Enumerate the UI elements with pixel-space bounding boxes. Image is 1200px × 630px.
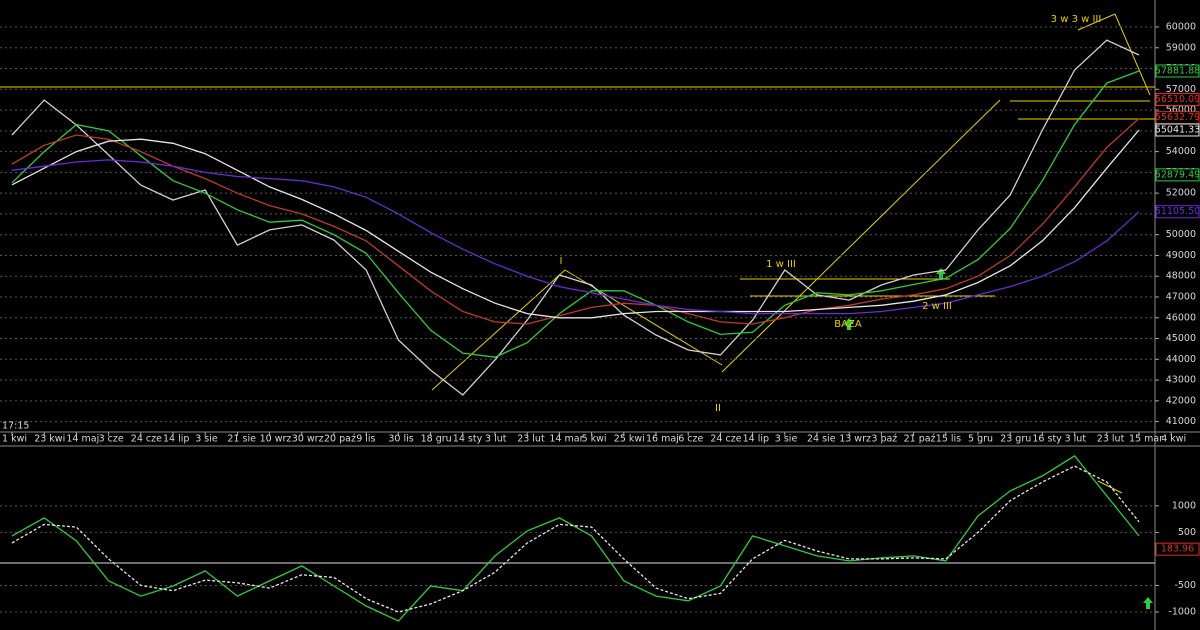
x-tick-label: 10 wrz (260, 434, 292, 445)
annotation: I (560, 256, 563, 267)
x-tick-label: 24 cze (131, 434, 162, 445)
x-tick-label: 3 lut (485, 434, 507, 445)
y-tick-label: -500 (1174, 580, 1196, 591)
series-line (11, 455, 1140, 622)
time-label: 17:15 (2, 421, 29, 432)
value-box (1155, 542, 1200, 556)
x-tick-label: 9 lis (356, 434, 375, 445)
x-tick-label: 15 mar (1129, 434, 1163, 445)
x-tick-label: 16 sty (1032, 434, 1062, 445)
y-tick-label: 1000 (1172, 500, 1196, 511)
x-tick-label: 5 kwi (582, 434, 607, 445)
x-tick-label: 3 cze (99, 434, 124, 445)
trend-line (431, 269, 566, 391)
x-tick-label: 15 lis (936, 434, 961, 445)
trend-line (1097, 480, 1123, 494)
value-box (1155, 123, 1200, 137)
x-tick-label: 6 cze (678, 434, 703, 445)
series-line (11, 117, 1140, 325)
y-tick-label: 49000 (1166, 250, 1196, 261)
value-box (1155, 168, 1200, 182)
annotation: BAZA (834, 319, 862, 330)
x-tick-label: 14 maj (66, 434, 99, 445)
y-tick-label: 60000 (1166, 22, 1196, 33)
x-tick-label: 24 cze (710, 434, 741, 445)
x-tick-label: 3 sie (775, 434, 798, 445)
y-tick-label: 47000 (1166, 292, 1196, 303)
series-line (11, 465, 1140, 613)
annotation: II (715, 403, 721, 414)
x-tick-label: 23 lut (517, 434, 545, 445)
value-label: 183.96 (1161, 544, 1194, 555)
value-label: 55632.79 (1155, 112, 1200, 123)
x-tick-label: 5 gru (968, 434, 993, 445)
x-tick-label: 30 lis (388, 434, 413, 445)
y-tick-label: 500 (1178, 527, 1196, 538)
y-tick-label: 54000 (1166, 146, 1196, 157)
x-tick-label: 25 kwi (614, 434, 645, 445)
value-label: 56510.09 (1155, 94, 1200, 105)
x-tick-label: 3 lut (1065, 434, 1087, 445)
trend-line (1077, 13, 1116, 31)
x-tick-label: 13 wrz (839, 434, 871, 445)
y-tick-label: 45000 (1166, 333, 1196, 344)
series-line (11, 159, 1140, 315)
x-tick-label: 18 gru (421, 434, 452, 445)
x-tick-label: 16 maj (646, 434, 679, 445)
x-tick-label: 14 mar (549, 434, 583, 445)
x-tick-label: 23 lut (1097, 434, 1125, 445)
y-tick-label: 59000 (1166, 42, 1196, 53)
value-label: 57881.88 (1155, 65, 1200, 76)
x-tick-label: 23 gru (1000, 434, 1031, 445)
x-tick-label: 3 paź (871, 434, 897, 445)
trend-line (564, 269, 723, 366)
y-tick-label: 46000 (1166, 312, 1196, 323)
series-line (11, 70, 1140, 358)
x-tick-label: 4 kwi (1161, 434, 1186, 445)
x-tick-label: 21 paź (904, 434, 936, 445)
value-label: 55041.33 (1155, 124, 1200, 135)
y-tick-label: 43000 (1166, 375, 1196, 386)
y-tick-label: -1000 (1168, 606, 1196, 617)
annotation: 2 w III (922, 301, 952, 312)
y-tick-label: 52000 (1166, 188, 1196, 199)
up-arrow (844, 318, 854, 330)
value-box (1155, 64, 1200, 78)
y-tick-label: 44000 (1166, 354, 1196, 365)
x-tick-label: 3 sie (195, 434, 218, 445)
x-tick-label: 23 kwi (34, 434, 65, 445)
up-arrow (1143, 597, 1153, 609)
value-box (1155, 92, 1200, 106)
x-tick-label: 14 sty (453, 434, 483, 445)
trend-line (721, 99, 1001, 373)
trend-lines (0, 13, 1155, 494)
y-tick-label: 48000 (1166, 271, 1196, 282)
x-tick-label: 20 paź (324, 434, 356, 445)
series-line (11, 129, 1140, 319)
value-label: 51105.50 (1155, 206, 1200, 217)
y-tick-label: 50000 (1166, 229, 1196, 240)
y-tick-label: 42000 (1166, 395, 1196, 406)
x-tick-label: 14 lip (163, 434, 189, 445)
value-label: 52879.49 (1155, 169, 1200, 180)
annotation: 3 w 3 w III (1051, 14, 1102, 25)
x-tick-label: 24 sie (807, 434, 836, 445)
annotation: 1 w III (766, 259, 796, 270)
x-tick-label: 14 lip (743, 434, 769, 445)
x-tick-label: 21 sie (227, 434, 256, 445)
y-tick-label: 41000 (1166, 416, 1196, 427)
y-tick-label: 57000 (1166, 84, 1196, 95)
value-box (1155, 205, 1200, 219)
x-tick-label: 30 wrz (292, 434, 324, 445)
y-tick-label: 56000 (1166, 105, 1196, 116)
x-tick-label: 1 kwi (2, 434, 27, 445)
